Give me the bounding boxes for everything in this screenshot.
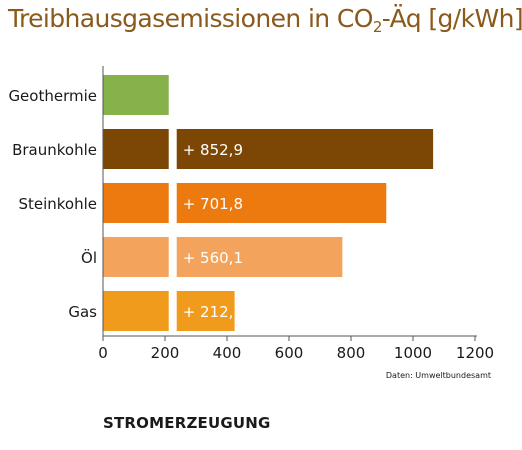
category-label: Öl [81, 248, 97, 267]
category-label: Braunkohle [12, 141, 97, 159]
x-tick-label: 0 [98, 344, 108, 362]
bar-base-segment [103, 75, 169, 115]
x-tick-label: 800 [337, 344, 366, 362]
x-tick-label: 200 [151, 344, 180, 362]
bar-added-segment [176, 183, 387, 223]
bar-base-segment [103, 237, 169, 277]
data-label: + 212,5 [183, 303, 243, 321]
category-label: Geothermie [8, 87, 97, 105]
data-label: + 852,9 [183, 141, 243, 159]
data-label: + 560,1 [183, 249, 243, 267]
bar-base-segment [103, 291, 169, 331]
x-tick-label: 400 [213, 344, 242, 362]
x-tick-label: 1000 [394, 344, 432, 362]
bar-added-segment [176, 291, 235, 331]
footer-label: STROMERZEUGUNG [103, 414, 271, 432]
chart-title: Treibhausgasemissionen in CO2-Äq [g/kWh] [8, 4, 522, 36]
bar-added-segment [176, 129, 434, 169]
source-note: Daten: Umweltbundesamt [386, 371, 491, 380]
data-label: + 701,8 [183, 195, 243, 213]
bar-added-segment [176, 237, 343, 277]
bar-base-segment [103, 129, 169, 169]
x-tick-label: 1200 [456, 344, 494, 362]
category-label: Steinkohle [18, 195, 97, 213]
bar-base-segment [103, 183, 169, 223]
x-tick-label: 600 [275, 344, 304, 362]
category-label: Gas [68, 303, 97, 321]
